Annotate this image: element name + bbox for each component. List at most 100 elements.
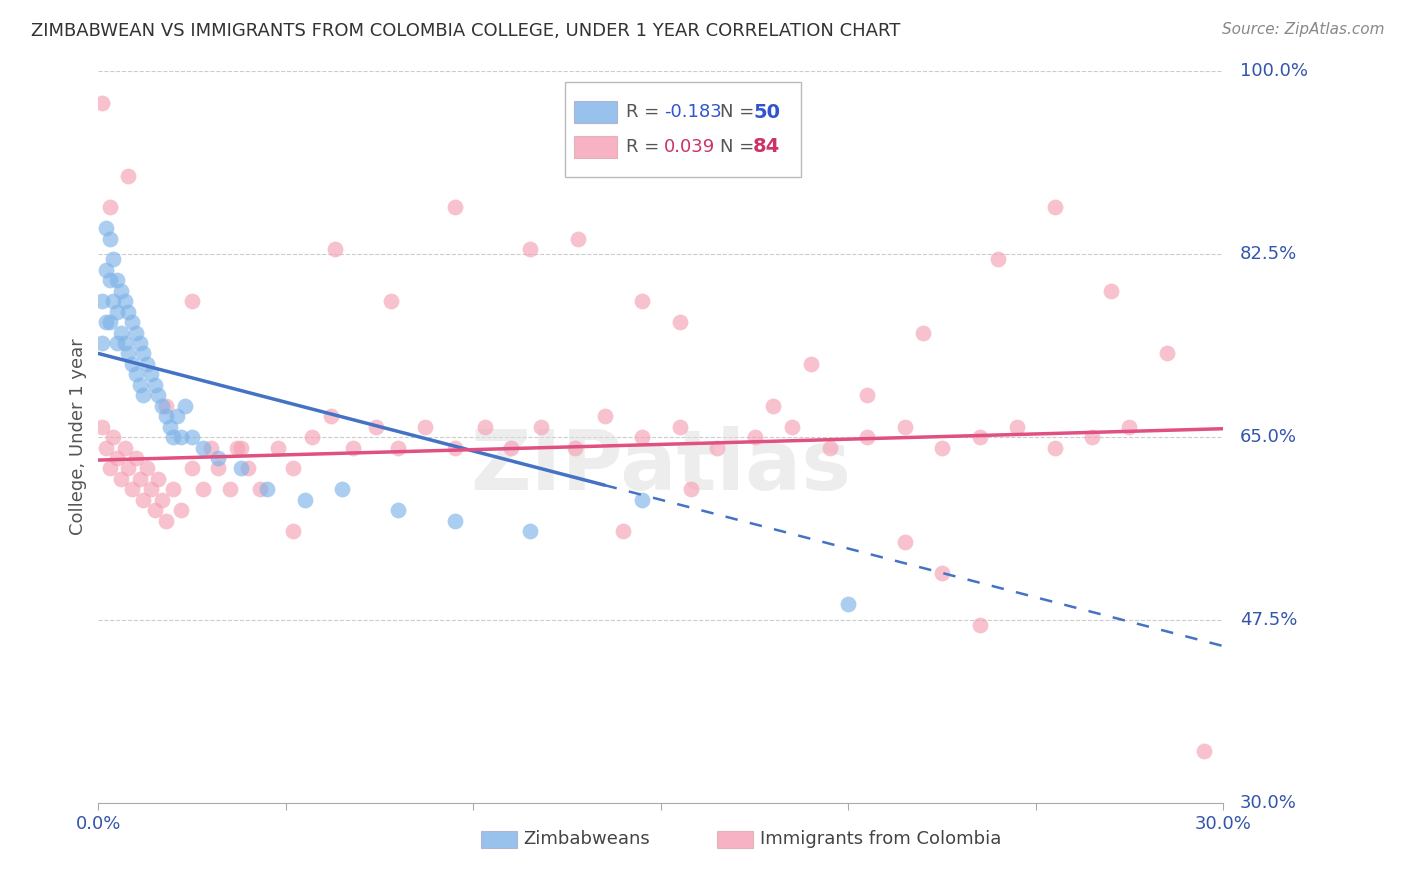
Point — [387, 441, 409, 455]
FancyBboxPatch shape — [481, 830, 517, 848]
Point — [1194, 743, 1216, 757]
Point — [139, 368, 162, 382]
Text: -0.183: -0.183 — [664, 103, 721, 121]
Point — [114, 294, 136, 309]
Point — [125, 450, 148, 465]
Point — [267, 441, 290, 455]
Point — [155, 399, 177, 413]
Point — [139, 483, 162, 497]
Point — [91, 294, 114, 309]
Point — [132, 492, 155, 507]
Point — [110, 472, 132, 486]
Point — [474, 419, 496, 434]
Point — [856, 388, 879, 402]
Point — [114, 441, 136, 455]
Point — [229, 461, 252, 475]
Text: R =: R = — [626, 103, 665, 121]
Point — [143, 377, 166, 392]
Point — [117, 346, 139, 360]
FancyBboxPatch shape — [717, 830, 754, 848]
Point — [207, 450, 229, 465]
Point — [780, 419, 803, 434]
Point — [612, 524, 634, 538]
Point — [668, 419, 690, 434]
Point — [249, 483, 271, 497]
Point — [837, 597, 859, 611]
Text: 30.0%: 30.0% — [1240, 794, 1296, 812]
Point — [1043, 441, 1066, 455]
Point — [150, 492, 173, 507]
Text: Zimbabweans: Zimbabweans — [523, 830, 651, 848]
Point — [136, 357, 159, 371]
Point — [117, 169, 139, 183]
Point — [762, 399, 785, 413]
Point — [98, 200, 121, 214]
Point — [530, 419, 553, 434]
Point — [893, 534, 915, 549]
Point — [218, 483, 240, 497]
Text: R =: R = — [626, 137, 665, 156]
Point — [128, 377, 150, 392]
Point — [148, 388, 170, 402]
Point — [103, 294, 125, 309]
Point — [912, 326, 935, 340]
Point — [706, 441, 728, 455]
Point — [800, 357, 823, 371]
Text: ZIMBABWEAN VS IMMIGRANTS FROM COLOMBIA COLLEGE, UNDER 1 YEAR CORRELATION CHART: ZIMBABWEAN VS IMMIGRANTS FROM COLOMBIA C… — [31, 22, 900, 40]
Point — [136, 461, 159, 475]
Point — [155, 514, 177, 528]
Point — [105, 273, 128, 287]
Point — [443, 441, 465, 455]
Point — [1043, 200, 1066, 214]
FancyBboxPatch shape — [565, 82, 801, 178]
Text: 50: 50 — [754, 103, 780, 122]
Point — [207, 461, 229, 475]
Point — [631, 492, 654, 507]
FancyBboxPatch shape — [574, 102, 617, 123]
Point — [931, 441, 953, 455]
Text: Immigrants from Colombia: Immigrants from Colombia — [759, 830, 1001, 848]
Point — [181, 461, 204, 475]
Point — [150, 399, 173, 413]
Point — [631, 430, 654, 444]
Point — [679, 483, 702, 497]
Point — [893, 419, 915, 434]
Point — [380, 294, 402, 309]
Point — [125, 368, 148, 382]
Point — [593, 409, 616, 424]
Point — [519, 242, 541, 256]
Point — [193, 483, 215, 497]
Point — [105, 336, 128, 351]
Point — [94, 263, 117, 277]
Point — [193, 441, 215, 455]
Point — [238, 461, 260, 475]
Point — [1099, 284, 1122, 298]
Point — [117, 461, 139, 475]
Point — [969, 618, 991, 632]
Text: 65.0%: 65.0% — [1240, 428, 1298, 446]
Point — [342, 441, 364, 455]
Point — [1005, 419, 1028, 434]
Point — [499, 441, 522, 455]
Point — [105, 304, 128, 318]
Point — [856, 430, 879, 444]
Point — [162, 430, 184, 444]
Text: ZIPatlas: ZIPatlas — [471, 425, 851, 507]
Text: 100.0%: 100.0% — [1240, 62, 1308, 80]
Point — [162, 483, 184, 497]
Point — [413, 419, 436, 434]
Point — [181, 430, 204, 444]
Point — [631, 294, 654, 309]
Point — [117, 304, 139, 318]
Point — [1156, 346, 1178, 360]
Point — [323, 242, 346, 256]
Point — [105, 450, 128, 465]
Y-axis label: College, Under 1 year: College, Under 1 year — [69, 339, 87, 535]
Point — [170, 503, 193, 517]
Point — [98, 315, 121, 329]
Point — [818, 441, 841, 455]
Point — [229, 441, 252, 455]
Point — [110, 284, 132, 298]
Point — [226, 441, 249, 455]
FancyBboxPatch shape — [574, 136, 617, 158]
